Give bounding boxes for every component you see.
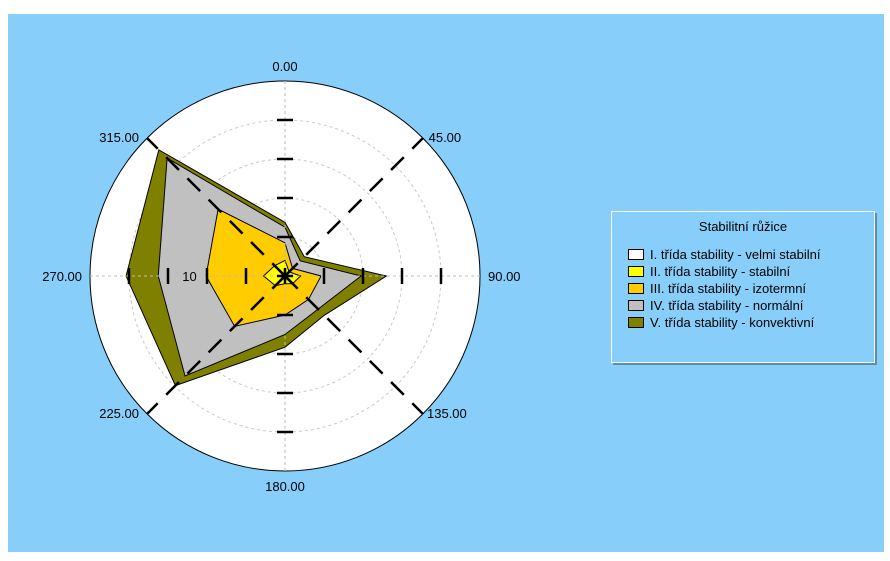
legend-item-class-5: V. třída stability - konvektivní (628, 314, 814, 330)
legend-label-class-2: II. třída stability - stabilní (650, 263, 791, 279)
legend-item-class-4: IV. třída stability - normální (628, 297, 803, 313)
direction-label-180: 180.00 (265, 479, 305, 494)
spoke-135 (284, 275, 424, 415)
stability-rose-chart: 0.00 45.00 90.00 135.00 180.00 225.00 270.00 31… (42, 59, 521, 494)
spoke-225 (146, 275, 286, 415)
legend-swatch-class-2 (628, 265, 644, 277)
direction-label-270: 270.00 (42, 269, 82, 284)
direction-label-90: 90.00 (488, 269, 521, 284)
legend-swatch-class-5 (628, 316, 644, 328)
direction-label-135: 135.00 (427, 406, 467, 421)
legend-item-class-2: II. třída stability - stabilní (628, 263, 790, 279)
spoke-45 (284, 137, 424, 277)
plot-area: 0.00 45.00 90.00 135.00 180.00 225.00 270.00 31… (8, 14, 884, 552)
center-marker (277, 268, 293, 284)
center-marker-stroke (278, 269, 292, 283)
ring-value-label: 10 (182, 269, 196, 284)
legend-swatch-class-1 (628, 248, 644, 260)
direction-label-45: 45.00 (429, 130, 462, 145)
legend-item-class-3: III. třída stability - izotermní (628, 280, 806, 296)
direction-label-315: 315.00 (99, 130, 139, 145)
legend-label-class-1: I. třída stability - velmi stabilní (650, 246, 821, 262)
legend-swatch-class-3 (628, 282, 644, 294)
legend-swatch-class-4 (628, 299, 644, 311)
legend: Stabilitní růžice I. třída stability - v… (611, 211, 875, 363)
direction-label-225: 225.00 (99, 406, 139, 421)
direction-label-0: 0.00 (272, 59, 297, 74)
legend-title: Stabilitní růžice (698, 219, 788, 234)
spoke-315 (146, 137, 286, 277)
legend-label-class-5: V. třída stability - konvektivní (650, 314, 815, 330)
legend-label-class-3: III. třída stability - izotermní (650, 280, 807, 296)
legend-label-class-4: IV. třída stability - normální (650, 297, 804, 313)
legend-item-class-1: I. třída stability - velmi stabilní (628, 246, 821, 262)
